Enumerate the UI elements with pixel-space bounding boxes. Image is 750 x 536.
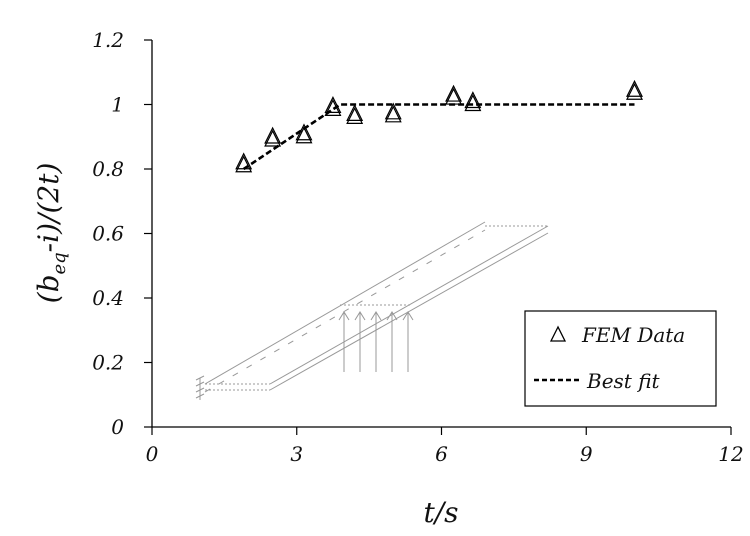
y-tick-label: 0.4 [92,286,124,310]
fem-data-point [295,123,313,141]
x-tick-label: 6 [435,442,448,466]
y-tick-label: 1 [111,93,124,117]
legend: FEM Data Best fit [524,310,717,407]
fem-data-point [626,79,643,97]
fem-data-point [235,152,253,170]
x-tick-label: 12 [718,442,743,466]
y-tick-label: 0 [111,415,124,439]
fem-data-point [235,155,253,173]
fem-data-point [346,107,364,125]
fem-data-point [445,84,463,102]
legend-label-fem-data: FEM Data [581,323,685,347]
best-fit-line [242,103,635,171]
x-tick-label: 3 [290,442,303,466]
fem-data-point [464,94,482,112]
x-tick-label: 0 [146,442,159,466]
y-tick-label: 1.2 [92,28,124,52]
fem-data-point [295,126,313,144]
fem-data-point [384,102,402,120]
fem-data-point [324,95,342,113]
fem-data-point [626,82,643,100]
legend-box [524,310,717,407]
y-tick-label: 0.8 [92,157,124,181]
fem-data-point [264,126,282,144]
fem-data-point [445,87,463,105]
x-tick-label: 9 [580,442,593,466]
x-axis-title: t/s [423,496,458,529]
fem-data-point [324,98,342,116]
fem-data-point [346,104,364,122]
legend-triangle-icon [549,325,567,342]
y-tick-label: 0.6 [92,222,124,246]
y-axis-title: (beq-i)/(2t) [32,163,70,304]
fem-data-point [384,105,402,123]
plate-diagram [195,221,549,400]
fem-data-point [264,129,282,147]
legend-label-best-fit: Best fit [586,369,661,393]
y-tick-label: 0.2 [92,351,124,375]
fem-data-point [464,91,482,109]
